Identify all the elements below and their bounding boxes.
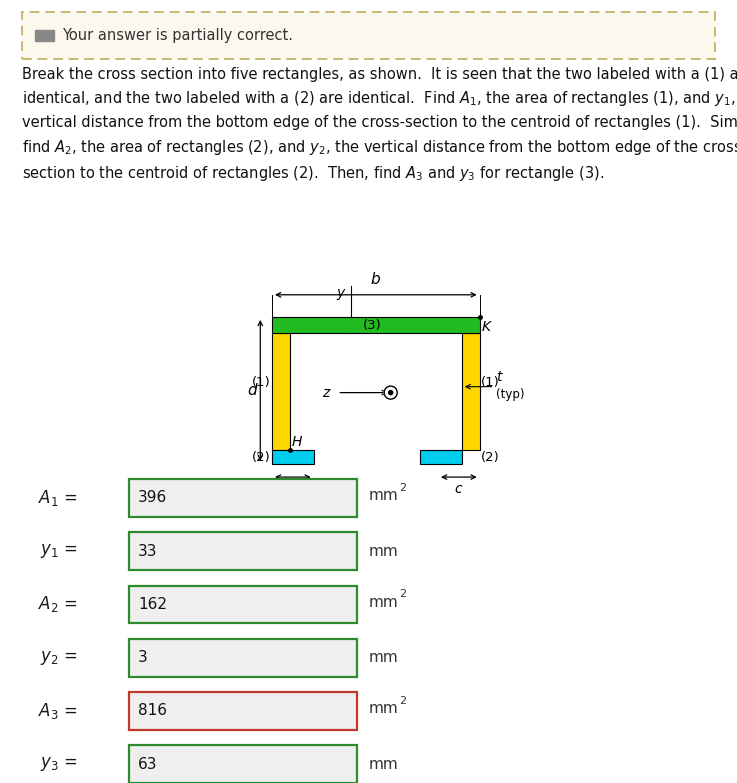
Text: $H$: $H$: [291, 435, 304, 449]
Text: 2: 2: [399, 590, 407, 599]
Text: (1): (1): [252, 377, 270, 389]
Text: (1): (1): [481, 377, 500, 389]
FancyBboxPatch shape: [129, 639, 357, 677]
Text: mm: mm: [368, 650, 398, 666]
Text: mm: mm: [368, 488, 398, 503]
Text: (typ): (typ): [496, 388, 525, 401]
Text: $d$: $d$: [247, 382, 259, 399]
Text: $y_1$ =: $y_1$ =: [40, 543, 77, 560]
Text: $c$: $c$: [288, 482, 298, 496]
Text: (3): (3): [363, 319, 382, 332]
Text: Your answer is partially correct.: Your answer is partially correct.: [63, 27, 293, 43]
Text: $t$: $t$: [496, 370, 504, 384]
Bar: [35, 30, 54, 41]
FancyBboxPatch shape: [129, 586, 357, 623]
Bar: [420, 450, 462, 464]
Text: $K$: $K$: [481, 320, 493, 334]
Bar: [272, 317, 480, 334]
FancyBboxPatch shape: [22, 12, 715, 59]
Text: $c$: $c$: [454, 482, 464, 496]
Bar: [462, 334, 480, 450]
Text: 816: 816: [138, 703, 167, 719]
FancyBboxPatch shape: [129, 532, 357, 570]
Text: mm: mm: [368, 756, 398, 772]
Text: (2): (2): [481, 450, 500, 464]
Circle shape: [384, 386, 397, 399]
Text: $A_2$ =: $A_2$ =: [38, 594, 77, 615]
Text: $A_3$ =: $A_3$ =: [38, 701, 77, 721]
FancyBboxPatch shape: [129, 479, 357, 517]
Text: (2): (2): [252, 450, 270, 464]
Text: mm: mm: [368, 543, 398, 559]
Circle shape: [388, 391, 393, 395]
Bar: [272, 334, 290, 450]
Bar: [272, 450, 314, 464]
Text: $b$: $b$: [371, 272, 381, 287]
Text: 2: 2: [399, 696, 407, 705]
Text: $y_2$ =: $y_2$ =: [40, 649, 77, 666]
Text: $A_1$ =: $A_1$ =: [38, 488, 77, 508]
FancyBboxPatch shape: [129, 692, 357, 730]
Text: mm: mm: [368, 594, 398, 610]
Text: 33: 33: [138, 543, 158, 559]
Text: 396: 396: [138, 490, 167, 506]
Text: 3: 3: [138, 650, 148, 666]
Text: 63: 63: [138, 756, 158, 772]
Text: 2: 2: [399, 483, 407, 493]
Text: mm: mm: [368, 701, 398, 716]
Text: $y$: $y$: [336, 287, 346, 302]
Text: 162: 162: [138, 597, 167, 612]
Text: $y_3$ =: $y_3$ =: [40, 756, 77, 773]
FancyBboxPatch shape: [129, 745, 357, 783]
Text: $z$: $z$: [322, 385, 332, 399]
Text: Break the cross section into five rectangles, as shown.  It is seen that the two: Break the cross section into five rectan…: [22, 67, 737, 183]
